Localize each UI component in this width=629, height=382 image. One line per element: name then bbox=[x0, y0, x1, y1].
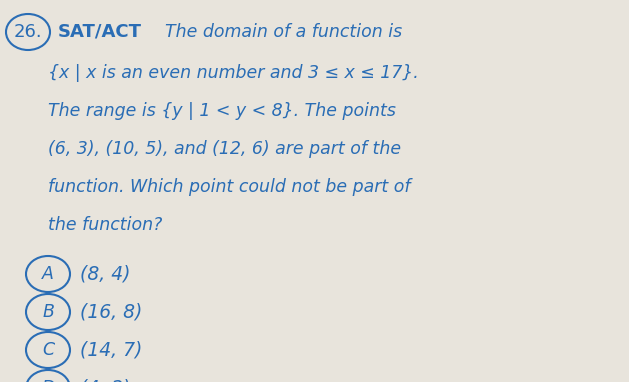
Text: (14, 7): (14, 7) bbox=[80, 340, 142, 359]
Text: (6, 3), (10, 5), and (12, 6) are part of the: (6, 3), (10, 5), and (12, 6) are part of… bbox=[48, 140, 401, 158]
Text: function. Which point could not be part of: function. Which point could not be part … bbox=[48, 178, 411, 196]
Text: The range is {y | 1 < y < 8}. The points: The range is {y | 1 < y < 8}. The points bbox=[48, 102, 396, 120]
Text: B: B bbox=[42, 303, 54, 321]
Text: SAT/ACT: SAT/ACT bbox=[58, 23, 142, 41]
Text: (16, 8): (16, 8) bbox=[80, 303, 142, 322]
Text: A: A bbox=[42, 265, 54, 283]
Text: the function?: the function? bbox=[48, 216, 162, 234]
Text: (8, 4): (8, 4) bbox=[80, 264, 130, 283]
Text: C: C bbox=[42, 341, 54, 359]
Text: 26.: 26. bbox=[14, 23, 42, 41]
Text: D: D bbox=[42, 379, 55, 382]
Text: (4, 2): (4, 2) bbox=[80, 379, 130, 382]
Text: {x | x is an even number and 3 ≤ x ≤ 17}.: {x | x is an even number and 3 ≤ x ≤ 17}… bbox=[48, 64, 419, 82]
Text: The domain of a function is: The domain of a function is bbox=[165, 23, 402, 41]
